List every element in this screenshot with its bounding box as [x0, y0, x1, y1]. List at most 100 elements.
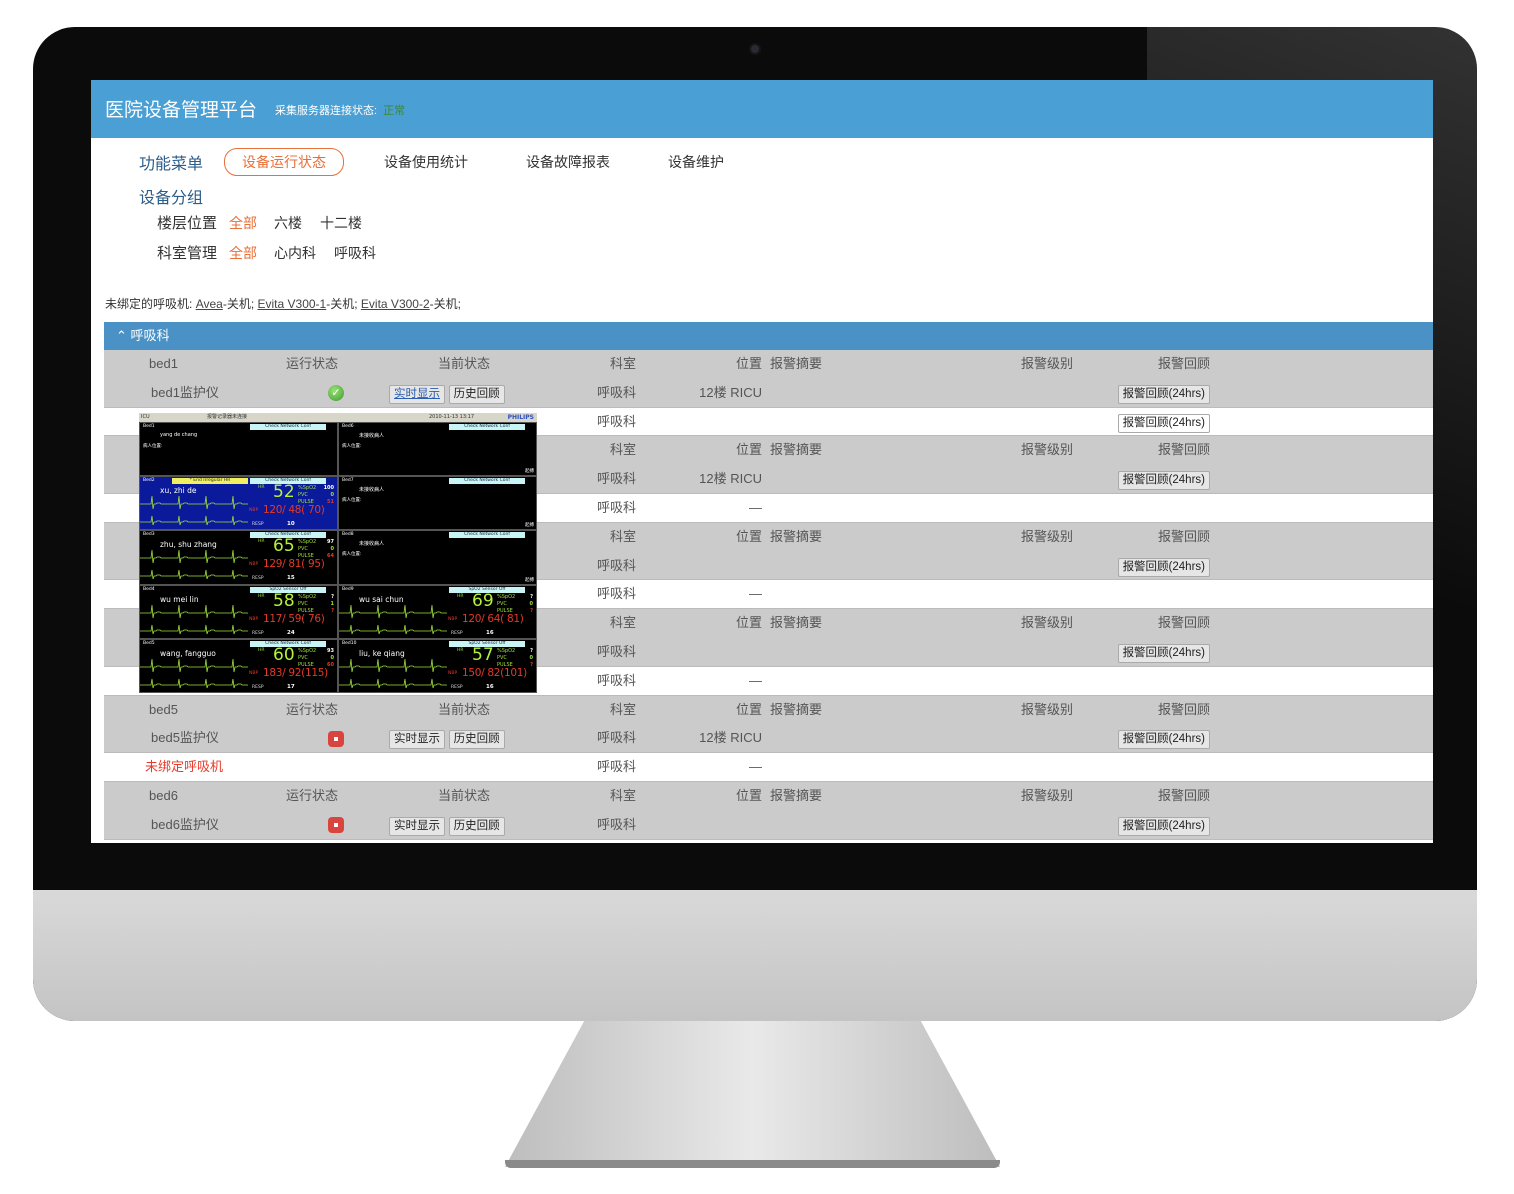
header-status: 运行状态: [286, 701, 339, 717]
alarm-review-button[interactable]: 报警回顾(24hrs): [1117, 643, 1210, 663]
pulse-value: ?: [530, 607, 533, 614]
patient-name: wang, fangguo: [160, 648, 216, 658]
header-dept: 科室: [609, 615, 636, 631]
pvc-value: 0: [330, 492, 334, 499]
nav-maintenance[interactable]: 设备维护: [668, 154, 724, 170]
review-cell: 报警回顾(24hrs): [1117, 638, 1210, 667]
alert-label: Check Network Conf: [449, 478, 525, 485]
floor-6[interactable]: 六楼: [274, 215, 302, 231]
bed-panel[interactable]: Bed2 * End Irregular HR Check Network Conf…: [139, 476, 338, 531]
pvc-value: 0: [330, 546, 334, 553]
floor-all[interactable]: 全部: [229, 215, 257, 231]
header-dept: 科室: [609, 442, 636, 458]
spo2-value: 93: [327, 647, 334, 654]
history-button[interactable]: 历史回顾: [448, 384, 505, 404]
dept-cardiology[interactable]: 心内科: [274, 245, 316, 261]
header-location: 位置: [735, 528, 762, 544]
alarm-review-button[interactable]: 报警回顾(24hrs): [1117, 413, 1210, 433]
ecg-waveform: [339, 658, 447, 672]
dept-respiratory[interactable]: 呼吸科: [334, 245, 376, 261]
nbp-value: 120/ 64( 81): [462, 612, 524, 625]
chevron-up-icon[interactable]: ⌃: [116, 328, 127, 343]
realtime-button[interactable]: 实时显示: [389, 730, 445, 750]
dept-value: 呼吸科: [596, 557, 636, 573]
bed-label: Bed7: [342, 478, 354, 484]
dept-all[interactable]: 全部: [229, 245, 257, 261]
floor-12[interactable]: 十二楼: [320, 215, 362, 231]
alarm-review-button[interactable]: 报警回顾(24hrs): [1117, 557, 1210, 577]
header-location: 位置: [735, 356, 762, 371]
bed-panel[interactable]: Bed9 SpO2 Sensor Off wu sai chun HR 69 %SpO2?…: [338, 584, 537, 639]
alarm-review-button[interactable]: 报警回顾(24hrs): [1117, 816, 1210, 836]
group-label: 设备分组: [139, 190, 204, 207]
ventilator-link[interactable]: Evita V300-2: [360, 297, 430, 311]
pulse-value: ?: [530, 661, 533, 668]
bed-panel[interactable]: Bed8 Check Network Conf 未接收病人 病人位置: 起搏: [338, 530, 537, 585]
alarm-review-button[interactable]: 报警回顾(24hrs): [1117, 384, 1210, 404]
bed-panel[interactable]: Bed5 Check Network Conf wang, fangguo HR 60%…: [139, 638, 338, 693]
ventilator-link[interactable]: Evita V300-1: [257, 297, 327, 311]
alarm-review-button[interactable]: 报警回顾(24hrs): [1117, 471, 1210, 491]
resp-label: RESP: [451, 684, 463, 690]
header-current: 当前状态: [438, 787, 491, 803]
spo2-value: ?: [331, 593, 334, 600]
location-value: 12楼 RICU: [699, 730, 762, 746]
alarm-review-button[interactable]: 报警回顾(24hrs): [1117, 730, 1210, 750]
monitor-wall-topbar: ICU 报警记录器未连接 2010-11-13 13:17 PHILIPS: [139, 413, 537, 422]
status-cell: ✓: [328, 379, 344, 408]
nav-usage-stats[interactable]: 设备使用统计: [384, 154, 468, 170]
bed-label: Bed1: [143, 424, 155, 429]
pvc-value: 0: [529, 654, 533, 661]
resp-value: 16: [486, 683, 494, 690]
location-value: —: [749, 499, 762, 515]
device-name: bed6监护仪: [151, 816, 219, 832]
nav-device-status[interactable]: 设备运行状态: [224, 148, 344, 176]
dept-value: 呼吸科: [596, 471, 636, 487]
running-check-icon: ✓: [328, 385, 344, 402]
hr-label: HR: [258, 593, 265, 599]
bed-panel[interactable]: Bed10 SpO2 Sensor Off liu, ke qiang HR 57 %Sp…: [338, 638, 537, 693]
bed-panel[interactable]: Bed1 Check Network Conf yang de chang 病人位置:: [139, 422, 338, 477]
ecg-waveform: [140, 516, 248, 526]
pulse-value: ?: [331, 607, 334, 614]
history-button[interactable]: 历史回顾: [448, 730, 505, 750]
header-review: 报警回顾: [1157, 442, 1210, 458]
nbp-label: NBP: [448, 670, 458, 676]
spo2-value: ?: [530, 647, 533, 654]
bed-panel[interactable]: Bed3 Check Network Conf zhu, shu zhang HR 65…: [139, 530, 338, 585]
realtime-button[interactable]: 实时显示: [389, 816, 445, 836]
hr-value: 60: [273, 644, 295, 665]
bed-label: Bed5: [143, 640, 155, 646]
header-level: 报警级别: [1021, 615, 1074, 631]
resp-value: 16: [486, 629, 494, 636]
hr-label: HR: [258, 539, 265, 545]
ventilator-link[interactable]: Avea: [195, 297, 223, 311]
patient-name: xu, zhi de: [160, 486, 197, 496]
hr-value: 57: [472, 644, 494, 665]
header-level: 报警级别: [1021, 701, 1074, 717]
bed-label: Bed9: [342, 586, 354, 592]
wall-datetime: 2010-11-13 13:17: [429, 414, 475, 420]
review-cell: 报警回顾(24hrs): [1117, 552, 1210, 581]
bed-panel[interactable]: Bed6 Check Network Conf 未接收病人 病人位置: 起搏: [338, 422, 537, 477]
app-screen: 医院设备管理平台 采集服务器连接状态: 正常 功能菜单 设备运行状态 设备使用统计…: [91, 80, 1433, 843]
nav-fault-report[interactable]: 设备故障报表: [526, 154, 610, 170]
ecg-waveform: [140, 496, 248, 510]
resp-value: 15: [287, 575, 295, 582]
connection-value: 正常: [383, 105, 406, 117]
history-button[interactable]: 历史回顾: [448, 816, 505, 836]
alert-label: Check Network Conf: [449, 532, 525, 539]
patient-name: wu mei lin: [160, 594, 199, 604]
bed-panel[interactable]: Bed7 Check Network Conf 未接收病人 病人位置: 起搏: [338, 476, 537, 531]
header-summary: 报警摘要: [770, 701, 823, 717]
bed-panel[interactable]: Bed4 SpO2 Sensor Off wu mei lin HR 58 %SpO2? P…: [139, 584, 338, 639]
section-respiratory[interactable]: ⌃ 呼吸科: [104, 322, 1433, 350]
current-buttons: 实时显示 历史回顾: [389, 724, 505, 753]
patient-name: yang de chang: [160, 432, 198, 438]
pulse-label: PULSE: [298, 553, 314, 560]
unbound-ventilators: 未绑定的呼吸机: Avea-关机; Evita V300-1-关机; Evita…: [105, 295, 461, 312]
hr-label: HR: [457, 593, 464, 599]
realtime-button[interactable]: 实时显示: [389, 384, 445, 404]
header-level: 报警级别: [1021, 356, 1074, 371]
nbp-label: NBP: [249, 562, 259, 568]
